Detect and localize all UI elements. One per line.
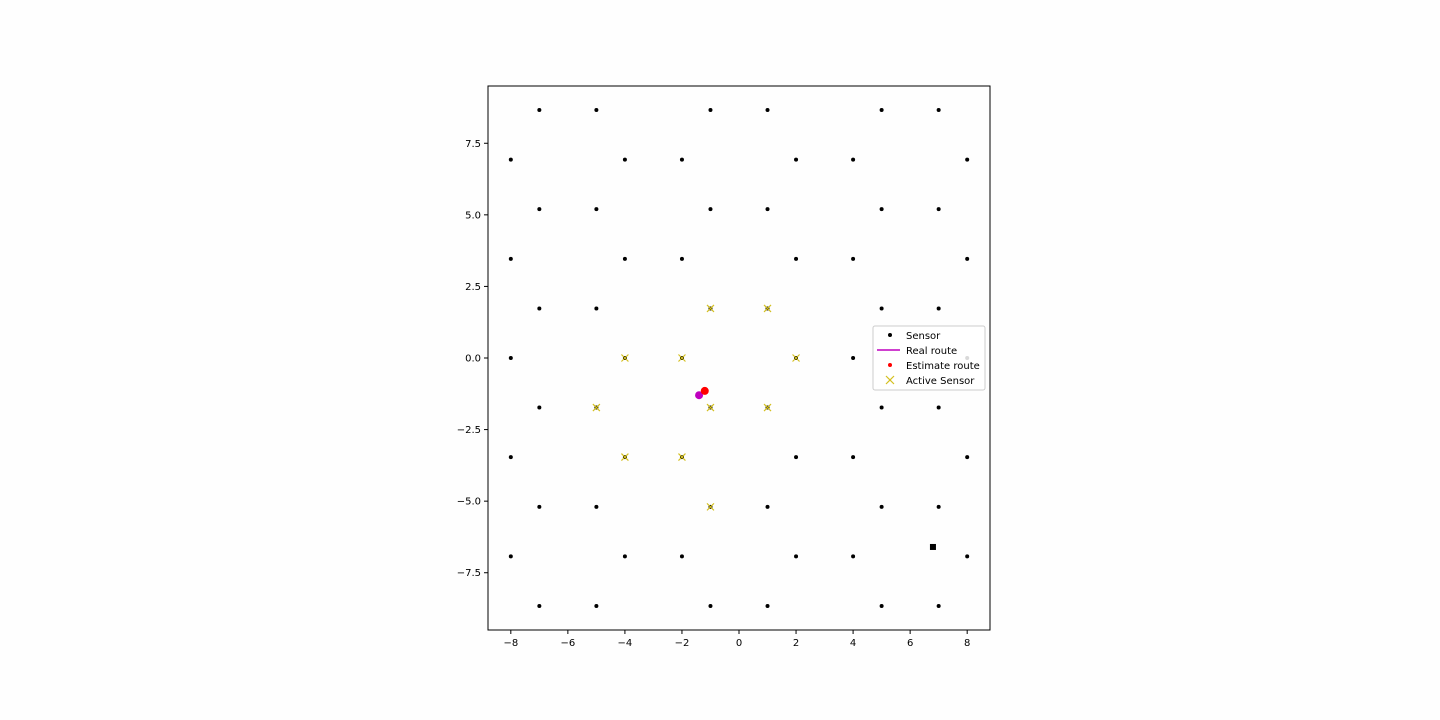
sensor-point bbox=[965, 554, 970, 559]
sensor-point bbox=[679, 157, 684, 162]
active-sensor-point bbox=[763, 304, 772, 313]
sensor-point bbox=[594, 603, 599, 608]
sensor-point bbox=[708, 207, 713, 212]
active-sensor-point bbox=[706, 502, 715, 511]
sensor-point bbox=[679, 256, 684, 261]
y-tick-label: −7.5 bbox=[457, 568, 481, 579]
legend-label-real-route: Real route bbox=[906, 346, 957, 357]
sensor-point bbox=[879, 504, 884, 509]
sensor-point bbox=[622, 554, 627, 559]
sensor-point bbox=[879, 306, 884, 311]
active-sensor-point bbox=[763, 403, 772, 412]
sensor-point bbox=[936, 504, 941, 509]
sensor-point bbox=[508, 356, 513, 360]
sensor-point bbox=[794, 455, 799, 460]
sensor-point bbox=[708, 108, 713, 113]
active-sensor-point bbox=[620, 354, 629, 362]
sensor-point bbox=[851, 455, 856, 460]
x-tick-label: 6 bbox=[907, 638, 913, 649]
sensor-point bbox=[537, 207, 542, 212]
sensor-point bbox=[794, 256, 799, 261]
active-sensor-point bbox=[678, 453, 686, 461]
y-tick-label: −2.5 bbox=[457, 425, 481, 436]
legend-label-sensor: Sensor bbox=[906, 331, 941, 342]
sensor-point bbox=[936, 108, 941, 113]
sensor-point bbox=[679, 554, 684, 559]
sensor-point bbox=[936, 207, 941, 212]
sensor-point bbox=[508, 455, 513, 460]
sensor-point bbox=[594, 306, 599, 311]
x-tick-label: 2 bbox=[793, 638, 799, 649]
sensor-point bbox=[879, 207, 884, 212]
real-route-point bbox=[695, 391, 704, 400]
legend-label-estimate-route: Estimate route bbox=[906, 361, 980, 372]
active-sensor-point bbox=[706, 403, 715, 412]
active-sensor-point bbox=[678, 354, 686, 362]
legend-box bbox=[872, 325, 986, 391]
sensor-point bbox=[879, 603, 884, 608]
sensor-point bbox=[794, 554, 799, 559]
sensor-point bbox=[851, 256, 856, 261]
sensor-point bbox=[936, 603, 941, 608]
sensor-point bbox=[851, 356, 856, 360]
sensor-point bbox=[765, 504, 770, 509]
x-tick-label: −6 bbox=[560, 638, 575, 649]
sensor-point bbox=[508, 256, 513, 261]
square-marker bbox=[929, 543, 936, 550]
sensor-point bbox=[708, 603, 713, 608]
sensor-point bbox=[508, 157, 513, 162]
y-axis: 7.5 5.0 2.5 0.0 −2.5 −5.0 −7.5 bbox=[457, 139, 488, 579]
sensor-point bbox=[594, 504, 599, 509]
active-sensor-point bbox=[592, 403, 601, 412]
sensor-point bbox=[537, 504, 542, 509]
sensor-point bbox=[879, 405, 884, 410]
chart-marks bbox=[508, 108, 970, 608]
sensor-point bbox=[965, 256, 970, 261]
active-sensor-point bbox=[792, 354, 800, 362]
legend-marker-estimate-route bbox=[888, 363, 892, 367]
y-tick-label: −5.0 bbox=[457, 497, 481, 508]
sensor-point bbox=[794, 157, 799, 162]
x-tick-label: −2 bbox=[675, 638, 690, 649]
sensor-point bbox=[851, 554, 856, 559]
y-tick-label: 2.5 bbox=[465, 282, 481, 293]
sensor-point bbox=[879, 108, 884, 113]
active-sensor-point bbox=[620, 453, 629, 461]
sensor-point bbox=[851, 157, 856, 162]
x-tick-label: 0 bbox=[736, 638, 742, 649]
sensor-point bbox=[965, 455, 970, 460]
x-tick-label: −4 bbox=[618, 638, 633, 649]
sensor-point bbox=[537, 108, 542, 113]
sensor-point bbox=[594, 108, 599, 113]
legend-label-active-sensor: Active Sensor bbox=[906, 376, 975, 387]
sensor-point bbox=[594, 207, 599, 212]
x-axis: −8 −6 −4 −2 0 2 4 6 8 bbox=[503, 630, 970, 649]
sensor-point bbox=[965, 157, 970, 162]
x-tick-label: 8 bbox=[964, 638, 970, 649]
legend-marker-sensor bbox=[888, 333, 892, 337]
active-sensor-point bbox=[706, 304, 715, 313]
sensor-point bbox=[765, 108, 770, 113]
sensor-point bbox=[765, 207, 770, 212]
estimate-route-point bbox=[700, 386, 709, 395]
sensor-point bbox=[765, 603, 770, 608]
sensor-point bbox=[508, 554, 513, 559]
x-tick-label: 4 bbox=[850, 638, 856, 649]
sensor-point bbox=[936, 405, 941, 410]
x-tick-label: −8 bbox=[503, 638, 518, 649]
sensor-point bbox=[622, 256, 627, 261]
sensor-point bbox=[936, 306, 941, 311]
y-tick-label: 7.5 bbox=[465, 139, 481, 150]
legend-marker-active-sensor bbox=[885, 375, 895, 385]
sensor-point bbox=[622, 157, 627, 162]
sensor-point bbox=[537, 603, 542, 608]
y-tick-label: 5.0 bbox=[465, 210, 481, 221]
sensor-point bbox=[537, 306, 542, 311]
y-tick-label: 0.0 bbox=[465, 354, 481, 365]
legend: Sensor Real route Estimate route Active … bbox=[872, 325, 986, 391]
sensor-point bbox=[537, 405, 542, 410]
